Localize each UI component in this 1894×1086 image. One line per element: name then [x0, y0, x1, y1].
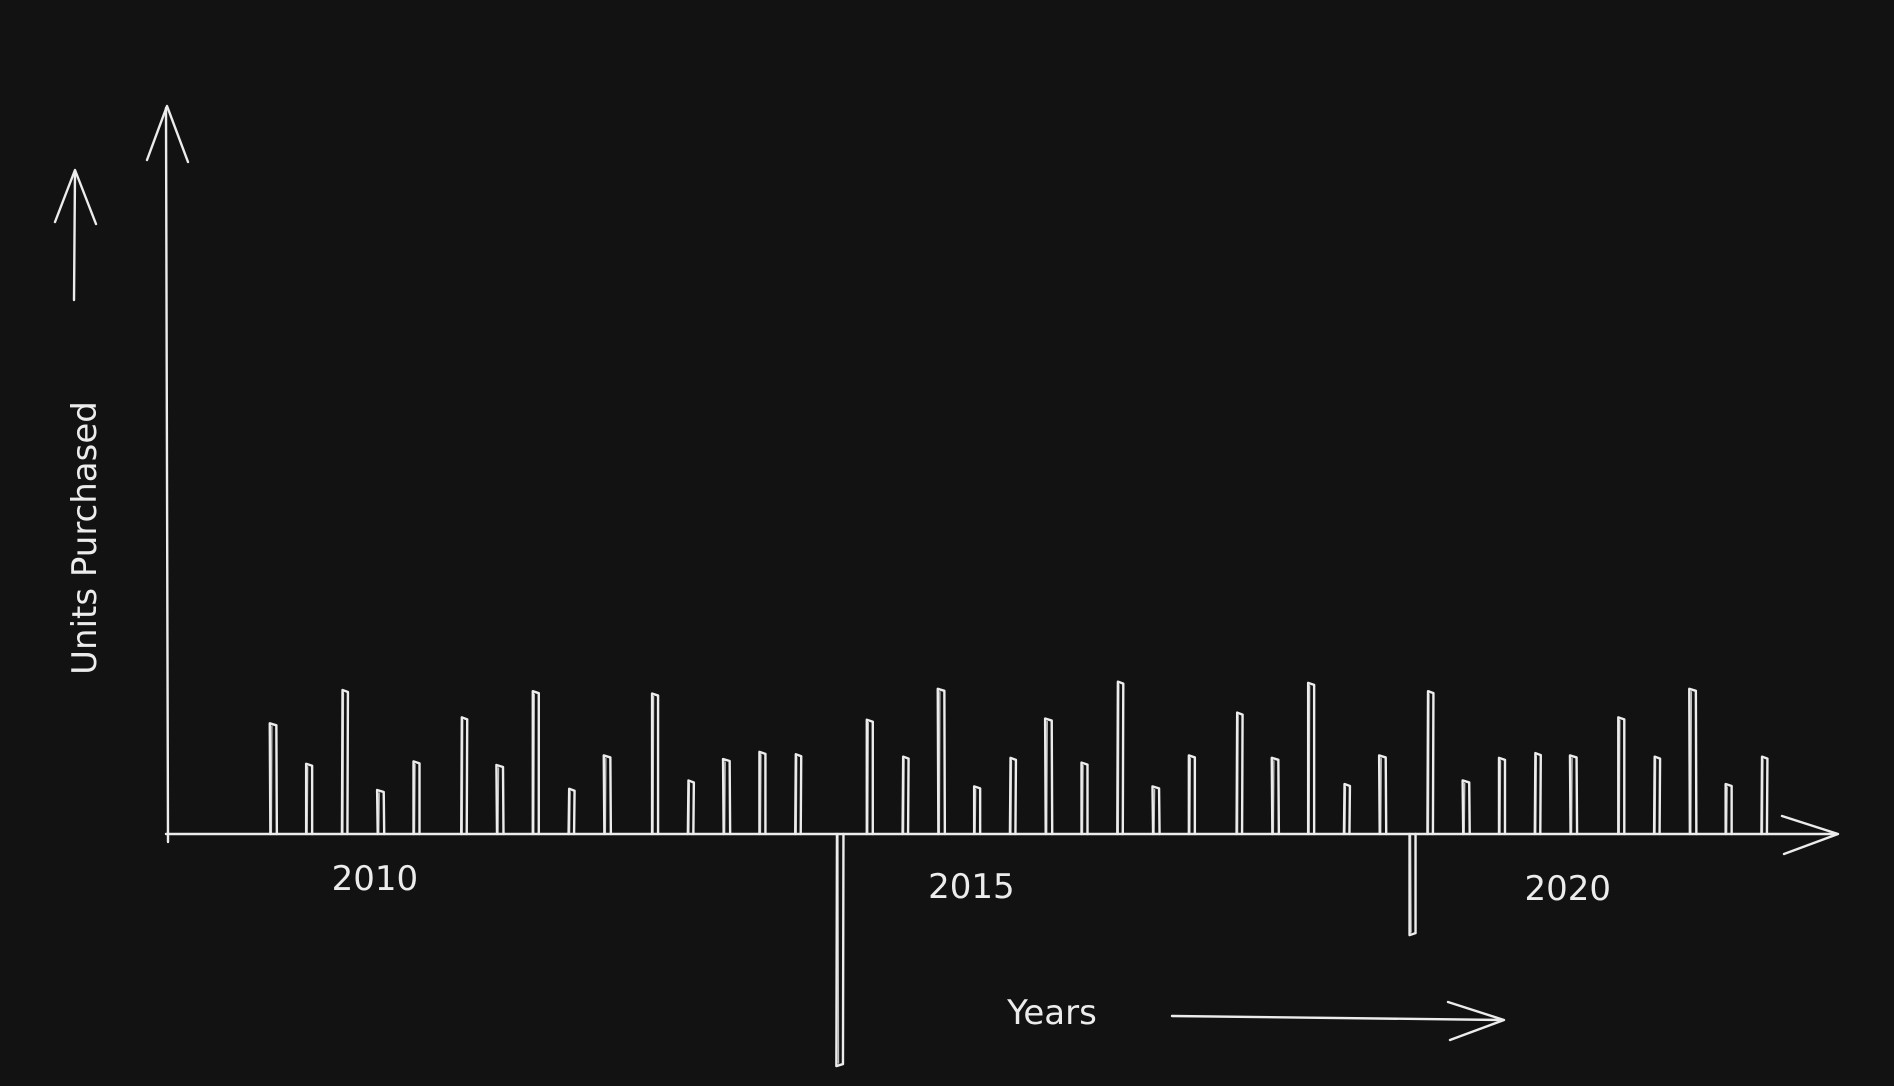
bar: [533, 691, 539, 834]
bar: [1463, 780, 1470, 834]
bar: [1499, 758, 1505, 834]
bar: [974, 786, 980, 834]
bar: [723, 759, 730, 834]
x-tick-label: 2015: [928, 867, 1015, 907]
x-axis-label: Years: [1006, 993, 1097, 1033]
y-axis-label: Units Purchased: [65, 401, 105, 675]
x-axis: [166, 816, 1838, 854]
bar: [759, 752, 765, 834]
bar: [1654, 757, 1660, 834]
bar: [1410, 834, 1416, 935]
bar: [1237, 713, 1243, 834]
bar: [688, 780, 694, 834]
bar: [270, 723, 277, 834]
bar: [1618, 717, 1624, 834]
bar: [1761, 757, 1767, 834]
bar: [377, 790, 384, 834]
bar: [1726, 784, 1732, 834]
bar: [1344, 784, 1350, 834]
bar: [867, 720, 873, 834]
x-label-arrow: [1172, 1002, 1504, 1040]
bar: [1189, 755, 1195, 834]
bar: [1152, 786, 1159, 834]
bar: [1689, 689, 1696, 834]
bar: [496, 765, 503, 834]
x-tick-label: 2020: [1525, 869, 1612, 909]
bar: [938, 689, 945, 834]
bar: [1308, 683, 1314, 834]
bar: [414, 761, 420, 834]
bar: [1082, 763, 1088, 834]
bar: [306, 764, 312, 834]
bar: [1427, 691, 1433, 834]
bar: [569, 789, 575, 834]
x-tick-label: 2010: [332, 859, 419, 899]
bar: [1272, 758, 1279, 834]
bar: [1379, 755, 1386, 834]
bar: [342, 690, 348, 834]
y-axis: [147, 106, 188, 842]
bar: [1535, 753, 1541, 834]
bar: [836, 834, 843, 1066]
x-tick-labels: 2010 2015 2020: [332, 859, 1611, 909]
bar: [1117, 682, 1123, 834]
bar: [1010, 758, 1016, 834]
bar: [795, 754, 801, 834]
bar: [1045, 719, 1052, 834]
y-label-arrow: [55, 170, 96, 300]
bar: [604, 755, 611, 834]
bar: [1570, 755, 1577, 834]
bar: [652, 694, 658, 834]
bar: [903, 757, 909, 834]
bar: [461, 717, 467, 834]
